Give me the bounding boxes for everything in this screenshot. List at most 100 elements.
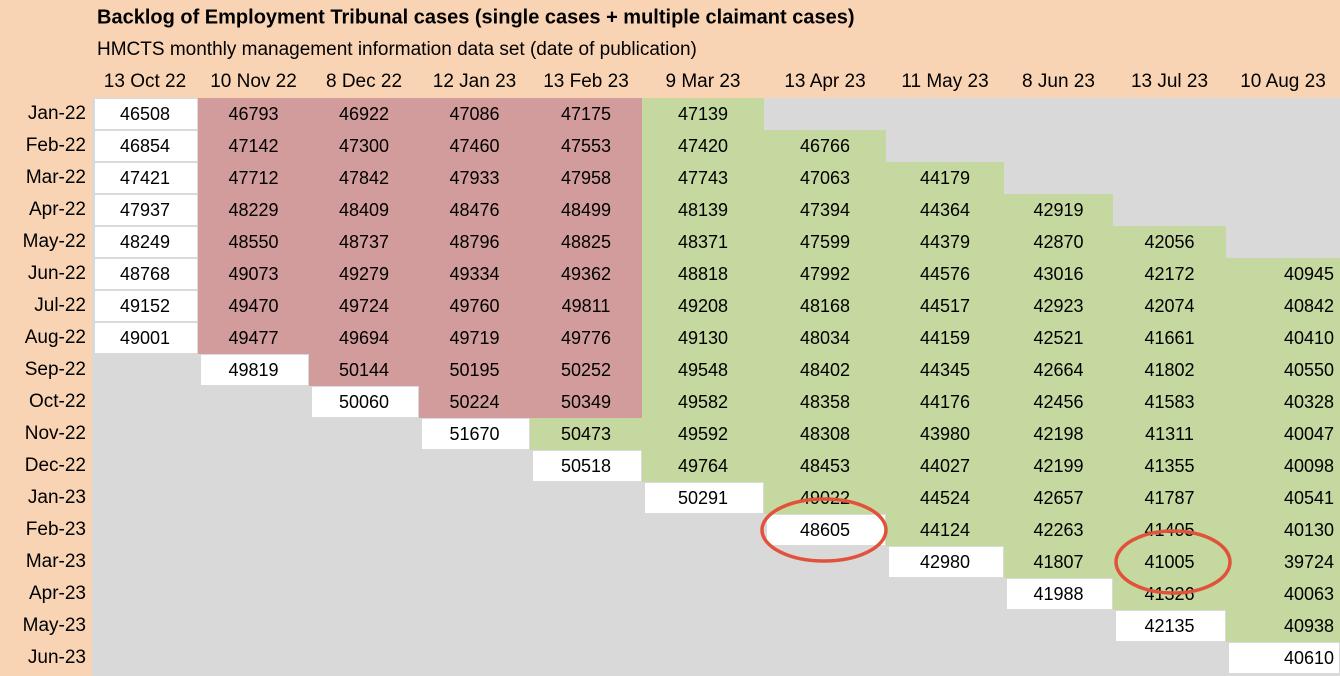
cell	[309, 194, 419, 226]
cell	[764, 162, 886, 194]
cell	[530, 194, 642, 226]
cell-value: 40550	[1284, 360, 1334, 380]
row-label: Jan-23	[28, 487, 86, 508]
cell-value: 46766	[800, 136, 850, 156]
cell	[95, 131, 197, 161]
cell	[530, 418, 642, 450]
cell-value: 42870	[1033, 232, 1083, 252]
cell	[95, 195, 197, 225]
cell	[889, 547, 1003, 577]
cell	[422, 419, 529, 449]
column-header: 11 May 23	[901, 71, 988, 92]
cell-value: 40541	[1284, 488, 1334, 508]
cell	[198, 290, 309, 322]
cell-value: 49719	[449, 328, 499, 348]
cell-value: 49362	[561, 264, 611, 284]
cell	[642, 354, 764, 386]
cell	[530, 130, 642, 162]
cell-value: 49592	[678, 424, 728, 444]
column-header: 10 Aug 23	[1240, 71, 1326, 92]
cell-value: 47175	[561, 104, 611, 124]
cell	[419, 386, 530, 418]
cell	[764, 450, 886, 482]
cell-value: 46854	[120, 136, 170, 156]
cells	[95, 98, 1340, 673]
cell	[309, 130, 419, 162]
cell	[419, 322, 530, 354]
cell-value: 50195	[449, 360, 499, 380]
cell	[1113, 418, 1226, 450]
cell	[1004, 514, 1113, 546]
cell-value: 43980	[920, 424, 970, 444]
cell-value: 42664	[1033, 360, 1083, 380]
cell-value: 47421	[120, 168, 170, 188]
row-label: Oct-22	[29, 391, 86, 412]
cell-value: 48371	[678, 232, 728, 252]
cell	[1004, 354, 1113, 386]
row-label: Mar-22	[26, 167, 86, 188]
cell	[309, 290, 419, 322]
cell	[95, 323, 197, 353]
cell	[198, 98, 309, 130]
cell	[886, 482, 1004, 514]
column-header: 8 Dec 22	[326, 71, 402, 92]
cell-value: 49477	[228, 328, 278, 348]
cell-value: 47300	[339, 136, 389, 156]
cell-value: 50252	[561, 360, 611, 380]
cell	[309, 258, 419, 290]
column-header: 9 Mar 23	[666, 71, 741, 92]
row-label: Nov-22	[25, 423, 86, 444]
cell-value: 47933	[449, 168, 499, 188]
cell	[1004, 482, 1113, 514]
cell-value: 44027	[920, 456, 970, 476]
cell-value: 41311	[1145, 424, 1194, 444]
cell	[1113, 322, 1226, 354]
cell-value: 49764	[678, 456, 728, 476]
cell-value: 48249	[120, 232, 170, 252]
cell-value: 48229	[228, 200, 278, 220]
row-label-band	[0, 0, 92, 676]
cell-value: 50224	[449, 392, 499, 412]
cell	[198, 162, 309, 194]
cell-value: 49760	[449, 296, 499, 316]
header-band	[0, 0, 1340, 98]
cell-value: 48825	[561, 232, 611, 252]
cell	[764, 130, 886, 162]
cell-value: 48453	[800, 456, 850, 476]
cell-value: 48139	[678, 200, 728, 220]
cell-value: 44124	[920, 520, 970, 540]
cell	[1007, 579, 1112, 609]
cell	[886, 354, 1004, 386]
cell	[764, 322, 886, 354]
cell	[419, 162, 530, 194]
cell	[1226, 322, 1340, 354]
cell	[886, 162, 1004, 194]
cell	[312, 387, 418, 417]
cell-value: 49152	[120, 296, 170, 316]
cell-value: 49582	[678, 392, 728, 412]
cell-value: 49279	[339, 264, 389, 284]
cell-value: 47992	[800, 264, 850, 284]
cell	[1113, 386, 1226, 418]
row-label: Dec-22	[25, 455, 86, 476]
cell-value: 47599	[800, 232, 850, 252]
cell-value: 48818	[678, 264, 728, 284]
cell	[309, 98, 419, 130]
cell	[886, 514, 1004, 546]
cell	[642, 258, 764, 290]
cell	[419, 98, 530, 130]
row-label: Apr-22	[29, 199, 86, 220]
cell	[198, 322, 309, 354]
cell	[1226, 546, 1340, 578]
cell	[764, 290, 886, 322]
cell	[419, 226, 530, 258]
cell	[309, 354, 419, 386]
cell	[309, 226, 419, 258]
row-label: Feb-22	[26, 135, 86, 156]
cell	[201, 355, 308, 385]
cell	[530, 290, 642, 322]
cell	[764, 386, 886, 418]
cell-value: 44524	[920, 488, 970, 508]
cell	[1226, 514, 1340, 546]
cell	[1226, 290, 1340, 322]
